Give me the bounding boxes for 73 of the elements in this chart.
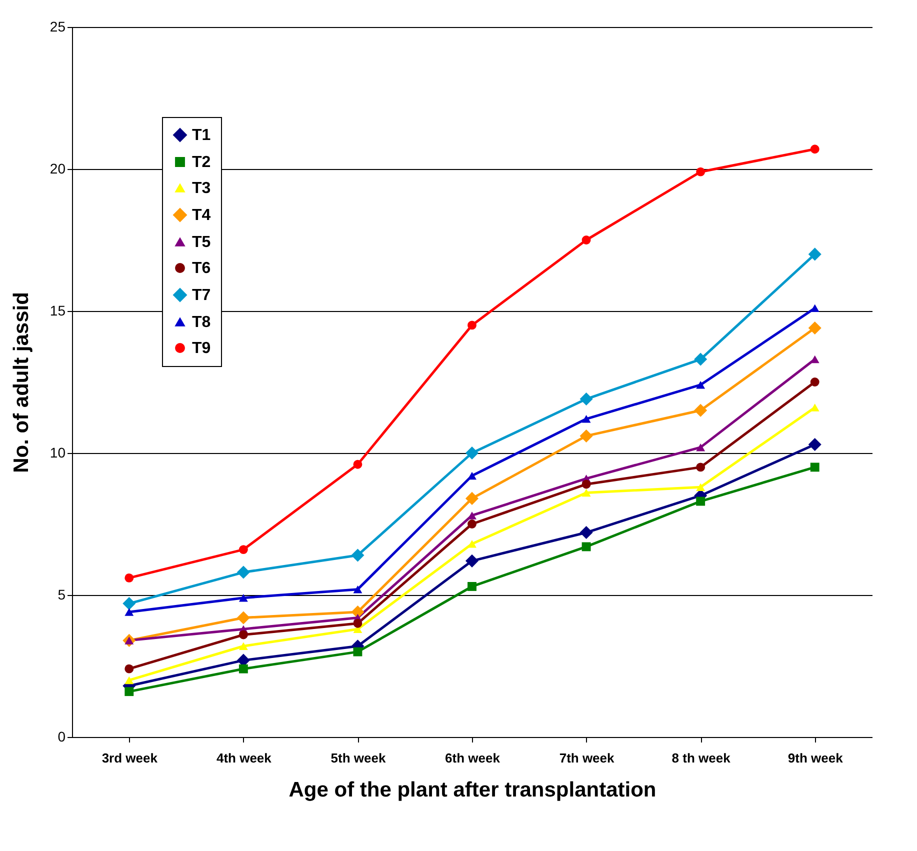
point: [582, 542, 591, 552]
legend-label: T9: [192, 340, 211, 357]
point: [694, 352, 708, 366]
point: [238, 545, 248, 554]
point: [808, 322, 822, 335]
point: [810, 462, 820, 472]
legend-label: T4: [192, 207, 211, 224]
point: [238, 642, 248, 650]
y-axis-title: No. of adult jassid: [10, 292, 33, 473]
point: [580, 526, 593, 540]
point: [696, 443, 706, 452]
point: [808, 438, 822, 451]
legend-label: T3: [192, 180, 211, 197]
point: [236, 566, 250, 579]
y-tick-label: 25: [50, 18, 66, 34]
point: [468, 320, 476, 330]
point: [465, 554, 479, 568]
point: [694, 404, 708, 417]
x-tick-label: 3rd week: [102, 750, 158, 766]
point: [696, 380, 706, 389]
point: [582, 415, 591, 423]
point: [468, 582, 476, 591]
point: [696, 496, 706, 506]
point: [465, 492, 479, 505]
x-tick-label: 9th week: [788, 750, 844, 766]
legend-label: T2: [192, 154, 211, 171]
point: [468, 540, 476, 548]
point: [353, 647, 362, 656]
point: [580, 429, 593, 442]
point: [810, 378, 820, 386]
legend-label: T7: [192, 287, 211, 304]
point: [465, 446, 479, 460]
x-tick-label: 7th week: [559, 750, 616, 766]
y-tick-label: 10: [50, 444, 66, 460]
point: [582, 236, 591, 244]
point: [238, 594, 248, 602]
point: [124, 687, 134, 696]
x-tick-label: 8 th week: [672, 750, 732, 766]
point: [351, 548, 364, 562]
point: [238, 664, 248, 674]
point: [582, 488, 591, 497]
point: [353, 618, 362, 628]
x-tick-label: 5th week: [330, 750, 386, 766]
x-tick-label: 4th week: [216, 750, 272, 766]
point: [236, 611, 250, 624]
x-axis-title: Age of the plant after transplantation: [288, 778, 656, 802]
point: [124, 608, 134, 616]
legend-label: T6: [192, 260, 211, 277]
point: [122, 597, 136, 610]
point: [810, 144, 820, 154]
point: [468, 520, 476, 528]
x-tick-label: 6th week: [445, 750, 501, 766]
legend-label: T1: [192, 127, 211, 144]
y-tick-label: 15: [50, 302, 66, 318]
y-tick-label: 5: [58, 586, 66, 602]
point: [696, 462, 706, 472]
point: [353, 585, 362, 594]
point: [468, 472, 476, 480]
legend-label: T5: [192, 234, 211, 251]
y-tick-label: 0: [58, 728, 66, 744]
point: [124, 664, 134, 674]
point: [582, 480, 591, 489]
point: [351, 606, 364, 619]
point: [808, 248, 822, 261]
point: [696, 167, 706, 176]
point: [124, 676, 134, 684]
point: [353, 460, 362, 469]
point: [580, 392, 593, 406]
point: [696, 483, 706, 491]
legend-label: T8: [192, 314, 211, 331]
point: [124, 573, 134, 582]
y-tick-label: 20: [50, 160, 66, 176]
point: [238, 630, 248, 640]
